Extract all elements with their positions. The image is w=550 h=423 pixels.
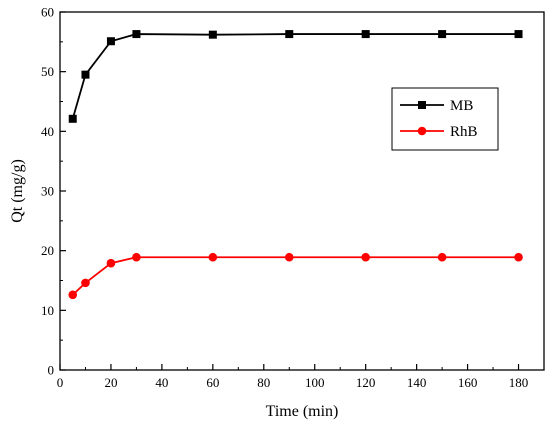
y-tick-label: 50 [41, 64, 54, 79]
series-line-rhb [72, 256, 519, 296]
y-tick-label: 20 [41, 243, 54, 258]
plot-border [59, 11, 545, 371]
legend-box [391, 87, 499, 151]
series-mb [68, 30, 523, 123]
legend-marker-mb [418, 101, 426, 109]
data-point-mb [81, 70, 90, 79]
legend: MB RhB [391, 87, 499, 151]
x-tick-label: 140 [407, 375, 427, 390]
x-tick-label: 160 [458, 375, 478, 390]
data-point-rhb [437, 252, 447, 262]
y-tick-label: 10 [41, 303, 54, 318]
x-tick-label: 100 [305, 375, 325, 390]
legend-label-mb: MB [450, 98, 473, 114]
x-tick-label: 20 [104, 375, 117, 390]
data-point-rhb [361, 252, 370, 262]
x-tick-label: 40 [155, 375, 168, 390]
y-tick-label: 0 [48, 363, 55, 378]
data-point-mb [208, 30, 217, 39]
data-point-mb [106, 37, 115, 46]
x-axis-title: Time (min) [266, 403, 339, 420]
x-axis: 0 20 40 60 80 100 120 140 160 180 [57, 364, 529, 390]
y-axis-title: Qt (mg/g) [9, 159, 26, 223]
data-point-rhb [284, 252, 294, 262]
series-rhb [68, 252, 523, 300]
data-point-mb [438, 30, 447, 39]
data-point-mb [132, 30, 141, 39]
data-point-rhb [208, 252, 218, 262]
data-point-mb [285, 30, 294, 39]
x-tick-label: 180 [509, 375, 529, 390]
x-tick-label: 60 [206, 375, 219, 390]
legend-label-rhb: RhB [450, 124, 478, 140]
data-point-rhb [132, 252, 141, 262]
series-layer [68, 30, 523, 300]
x-tick-label: 120 [356, 375, 376, 390]
data-point-mb [361, 30, 370, 39]
y-tick-label: 40 [41, 124, 54, 139]
y-tick-label: 60 [41, 5, 54, 20]
x-tick-label: 80 [257, 375, 270, 390]
data-point-rhb [106, 258, 116, 268]
data-point-rhb [81, 278, 90, 288]
plot-frame [59, 11, 545, 371]
y-tick-label: 30 [41, 184, 54, 199]
data-point-rhb [514, 252, 523, 262]
data-point-rhb [68, 290, 78, 300]
data-point-mb [514, 30, 523, 39]
y-axis: 0 10 20 30 40 50 60 [41, 5, 66, 378]
x-tick-label: 0 [57, 375, 64, 390]
legend-marker-rhb [417, 126, 427, 136]
data-point-mb [68, 114, 77, 123]
